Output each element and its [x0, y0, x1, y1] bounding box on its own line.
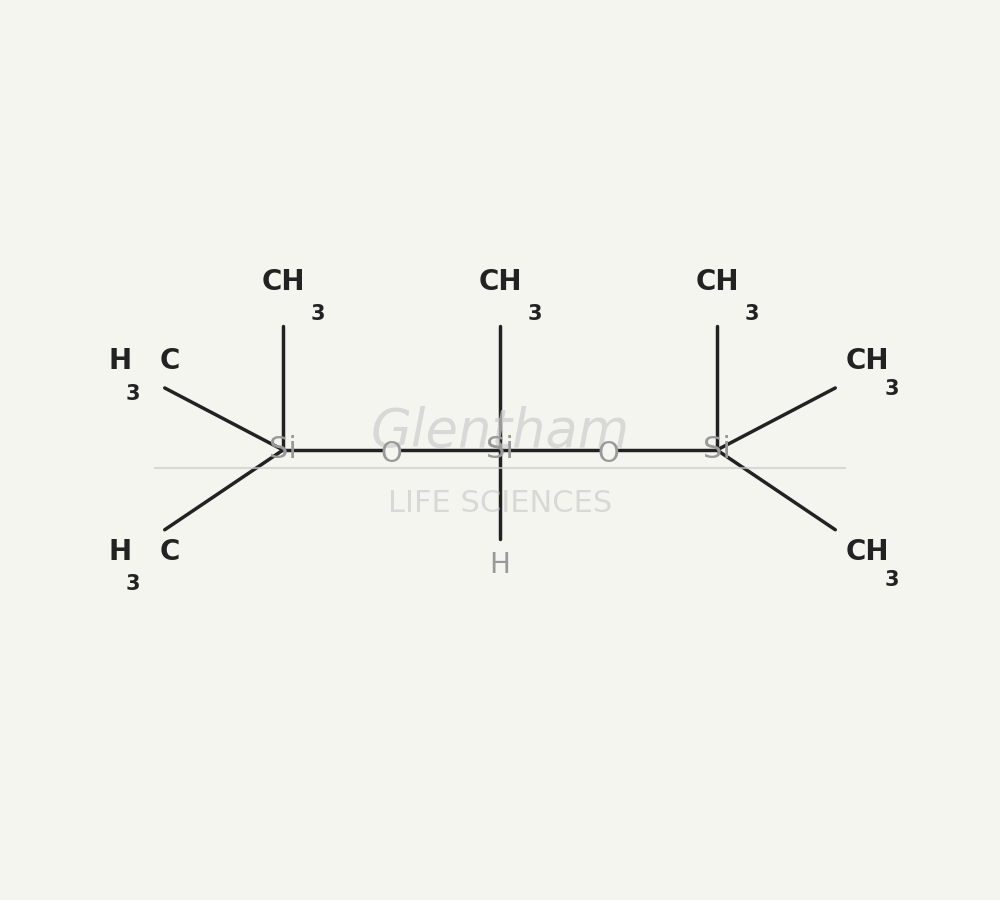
Text: CH: CH: [695, 267, 739, 295]
Text: 3: 3: [125, 574, 140, 594]
Text: CH: CH: [478, 267, 522, 295]
Text: H: H: [490, 551, 510, 580]
Text: CH: CH: [845, 347, 889, 375]
Text: Si: Si: [486, 436, 514, 464]
Text: CH: CH: [845, 538, 889, 566]
Text: 3: 3: [125, 383, 140, 403]
Text: O: O: [598, 440, 619, 468]
Text: H: H: [109, 538, 132, 566]
Text: C: C: [160, 538, 180, 566]
Text: 3: 3: [528, 304, 542, 324]
Text: Glentham: Glentham: [370, 406, 630, 458]
Text: 3: 3: [745, 304, 759, 324]
Text: CH: CH: [261, 267, 305, 295]
Text: Si: Si: [703, 436, 731, 464]
Text: H: H: [109, 347, 132, 375]
Text: 3: 3: [311, 304, 325, 324]
Text: 3: 3: [885, 570, 899, 590]
Text: LIFE SCIENCES: LIFE SCIENCES: [388, 489, 612, 518]
Text: O: O: [381, 440, 402, 468]
Text: C: C: [160, 347, 180, 375]
Text: 3: 3: [885, 379, 899, 399]
Text: Si: Si: [269, 436, 297, 464]
